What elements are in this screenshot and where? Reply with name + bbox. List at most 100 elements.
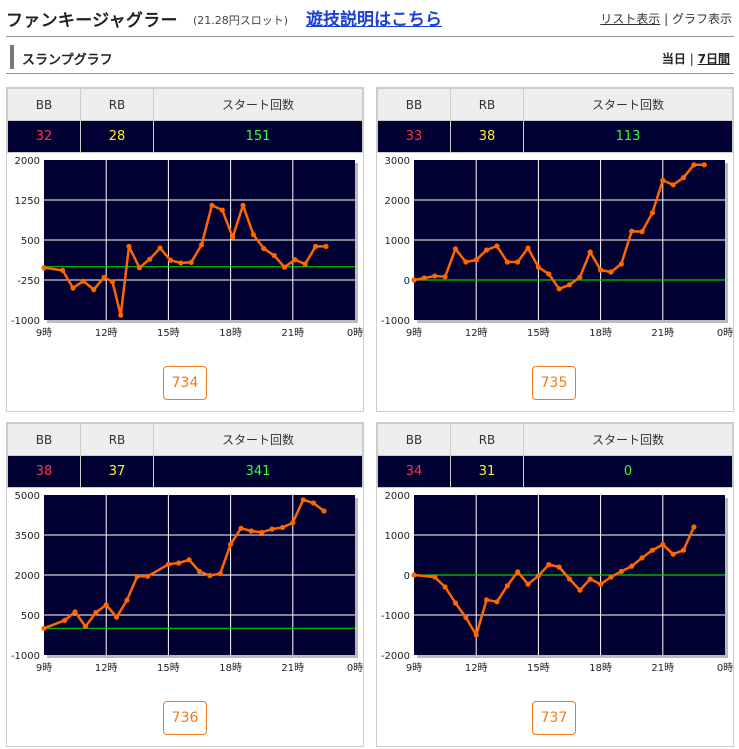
data-point	[147, 256, 153, 262]
stats-table: BB RB スタート回数 32 28 151	[7, 88, 363, 153]
list-view-link[interactable]: リスト表示	[600, 12, 661, 26]
x-tick-label: 15時	[157, 662, 180, 674]
data-point	[442, 584, 448, 590]
data-point	[292, 257, 298, 263]
y-tick-label: 0	[404, 571, 410, 582]
bb-count: 38	[7, 455, 81, 488]
rb-header: RB	[80, 423, 154, 456]
data-point	[259, 529, 265, 535]
data-point	[608, 269, 614, 275]
data-point	[670, 182, 676, 188]
data-point	[452, 600, 459, 606]
x-tick-label: 21時	[281, 327, 304, 339]
y-tick-label: -1000	[381, 316, 410, 327]
slump-chart: 3000 2000 1000 0 -1000 9時 12時 15時 18時 21時 0時	[377, 150, 733, 350]
data-point	[91, 287, 97, 293]
data-point	[281, 264, 288, 270]
section-header: スランプグラフ 当日 | 7日間	[6, 41, 734, 74]
data-point	[504, 259, 510, 265]
x-tick-label: 0時	[347, 662, 363, 674]
machine-number-button[interactable]: 737	[532, 701, 576, 735]
data-point	[118, 312, 124, 318]
data-point	[639, 555, 645, 561]
data-point	[82, 623, 89, 630]
data-point	[134, 573, 140, 579]
range-separator: |	[689, 52, 694, 66]
data-point	[566, 282, 573, 288]
data-point	[587, 249, 593, 255]
y-tick-label: -1000	[381, 611, 410, 622]
data-point	[649, 210, 656, 216]
data-point	[228, 541, 234, 547]
bb-header: BB	[377, 423, 451, 456]
data-point	[136, 265, 142, 271]
data-point	[41, 625, 47, 631]
data-point	[198, 242, 205, 248]
x-tick-label: 9時	[36, 662, 52, 674]
data-point	[525, 245, 531, 251]
data-point	[556, 564, 562, 570]
data-point	[680, 175, 687, 181]
x-tick-label: 9時	[36, 327, 52, 339]
y-tick-label: -250	[17, 276, 40, 287]
data-point	[442, 274, 448, 280]
data-point	[680, 547, 687, 553]
data-point	[165, 561, 171, 567]
y-tick-label: -1000	[11, 316, 40, 327]
range-week-link[interactable]: 7日間	[697, 52, 730, 66]
data-point	[515, 259, 521, 265]
data-point	[473, 257, 479, 263]
rb-count: 38	[450, 120, 524, 153]
start-count: 151	[153, 120, 363, 153]
page-title: ファンキージャグラー	[6, 11, 178, 31]
data-point	[62, 617, 68, 623]
data-point	[238, 525, 244, 531]
data-point	[240, 202, 246, 208]
data-point	[587, 576, 593, 582]
x-tick-label: 9時	[406, 327, 422, 339]
data-point	[101, 274, 107, 280]
data-point	[504, 583, 510, 589]
data-point	[411, 572, 417, 578]
machine-number-button[interactable]: 735	[532, 366, 576, 400]
machine-number-button[interactable]: 734	[163, 366, 207, 400]
data-point	[608, 574, 614, 580]
data-point	[639, 229, 645, 235]
y-tick-label: 2000	[15, 571, 40, 582]
stats-table: BB RB スタート回数 33 38 113	[377, 88, 733, 153]
data-point	[660, 542, 666, 548]
data-point	[70, 285, 76, 291]
data-point	[103, 602, 109, 608]
bb-count: 32	[7, 120, 81, 153]
data-point	[188, 259, 194, 265]
data-point	[271, 252, 277, 259]
data-point	[323, 243, 329, 249]
view-switcher: リスト表示 | グラフ表示	[600, 10, 732, 27]
data-point	[473, 632, 479, 638]
machine-number-button[interactable]: 736	[163, 701, 207, 735]
data-point	[629, 563, 635, 569]
data-point	[219, 207, 225, 213]
data-point	[302, 261, 308, 267]
x-tick-label: 12時	[95, 327, 118, 339]
data-point	[660, 177, 666, 183]
explain-link[interactable]: 遊技説明はこちら	[306, 10, 442, 30]
bb-header: BB	[7, 88, 81, 121]
data-point	[494, 599, 500, 605]
y-tick-label: 1000	[385, 531, 410, 542]
data-point	[463, 259, 469, 265]
data-point	[157, 245, 163, 251]
divider	[6, 36, 734, 37]
data-point	[421, 275, 427, 281]
data-point	[432, 574, 438, 580]
data-point	[494, 243, 500, 249]
rb-count: 28	[80, 120, 154, 153]
data-point	[124, 597, 130, 603]
data-point	[310, 500, 317, 506]
data-point	[217, 571, 223, 577]
x-tick-label: 21時	[281, 662, 304, 674]
y-tick-label: 1250	[15, 196, 40, 207]
